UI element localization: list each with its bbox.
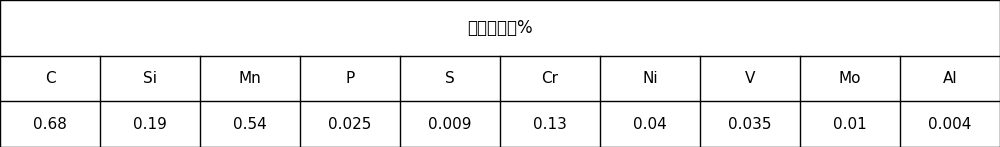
Text: Cr: Cr (542, 71, 558, 86)
Text: 0.54: 0.54 (233, 117, 267, 132)
Text: S: S (445, 71, 455, 86)
Text: V: V (745, 71, 755, 86)
Text: 0.035: 0.035 (728, 117, 772, 132)
Text: Mo: Mo (839, 71, 861, 86)
Text: Mn: Mn (239, 71, 261, 86)
Text: Al: Al (943, 71, 957, 86)
Text: 0.025: 0.025 (328, 117, 372, 132)
Text: 0.04: 0.04 (633, 117, 667, 132)
Text: 0.68: 0.68 (33, 117, 67, 132)
Text: 0.009: 0.009 (428, 117, 472, 132)
Text: 0.13: 0.13 (533, 117, 567, 132)
Text: 0.01: 0.01 (833, 117, 867, 132)
Text: 化学成分，%: 化学成分，% (467, 19, 533, 37)
Text: 0.004: 0.004 (928, 117, 972, 132)
Text: 0.19: 0.19 (133, 117, 167, 132)
Text: Si: Si (143, 71, 157, 86)
Text: C: C (45, 71, 55, 86)
Text: Ni: Ni (642, 71, 658, 86)
Text: P: P (345, 71, 355, 86)
